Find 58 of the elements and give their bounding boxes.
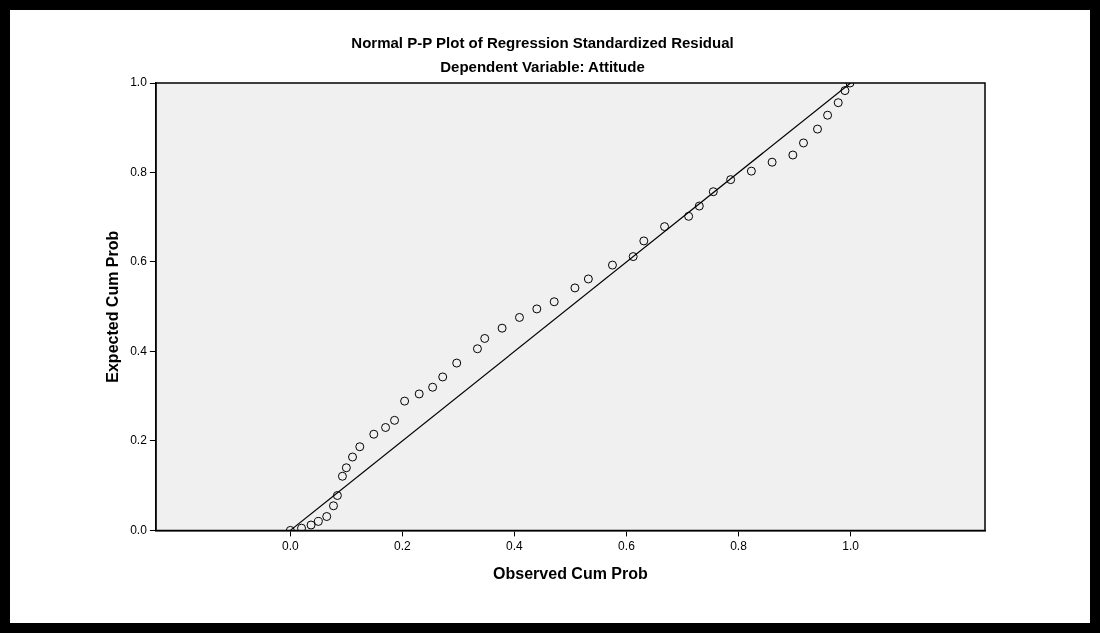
point <box>400 396 410 406</box>
point <box>390 415 400 425</box>
x-tick-label: 0.8 <box>730 538 748 553</box>
x-tick-label: 0.4 <box>506 538 524 553</box>
point <box>684 211 694 221</box>
point <box>355 442 365 452</box>
chart-subtitle: Dependent Variable: Attitude <box>440 58 645 76</box>
y-axis-title: Expected Cum Prob <box>104 230 122 383</box>
x-tick-label: 0.2 <box>394 538 412 553</box>
point <box>628 252 638 262</box>
point <box>746 166 756 176</box>
point <box>767 157 777 167</box>
point <box>472 344 482 354</box>
point <box>497 323 507 333</box>
point <box>332 491 342 500</box>
point <box>660 222 670 232</box>
point <box>788 150 798 160</box>
point <box>833 98 843 108</box>
point <box>452 358 462 368</box>
point <box>726 175 736 185</box>
y-tick-label: 0.6 <box>130 254 148 269</box>
point <box>322 512 332 522</box>
point <box>313 516 323 526</box>
point <box>583 274 593 284</box>
y-tick-label: 0.0 <box>130 522 148 537</box>
point <box>438 372 448 382</box>
point <box>639 236 649 246</box>
point <box>813 124 822 134</box>
point <box>369 429 379 439</box>
point <box>348 452 358 462</box>
point <box>337 471 347 481</box>
point <box>514 312 524 322</box>
point <box>532 304 542 314</box>
point <box>798 138 808 148</box>
point <box>414 389 424 399</box>
x-tick-label: 1.0 <box>842 538 860 553</box>
chart-title: Normal P-P Plot of Regression Standardized Residual <box>351 34 734 52</box>
point <box>570 283 580 293</box>
point <box>840 86 850 96</box>
point <box>381 423 391 432</box>
y-tick-label: 0.8 <box>130 164 148 179</box>
point <box>708 187 718 197</box>
point <box>328 501 338 511</box>
y-tick-label: 0.4 <box>130 343 148 358</box>
point <box>607 260 617 270</box>
y-tick-label: 1.0 <box>130 75 148 90</box>
point <box>341 463 351 473</box>
y-tick-label: 0.2 <box>130 433 148 448</box>
point <box>823 110 833 120</box>
x-tick-label: 0.6 <box>618 538 636 553</box>
x-tick-label: 0.0 <box>281 538 299 553</box>
x-axis-title: Observed Cum Prob <box>493 564 649 582</box>
point <box>306 520 316 530</box>
point <box>480 333 490 343</box>
point <box>549 297 559 307</box>
point <box>694 201 704 211</box>
point <box>428 382 438 392</box>
point <box>297 523 307 531</box>
